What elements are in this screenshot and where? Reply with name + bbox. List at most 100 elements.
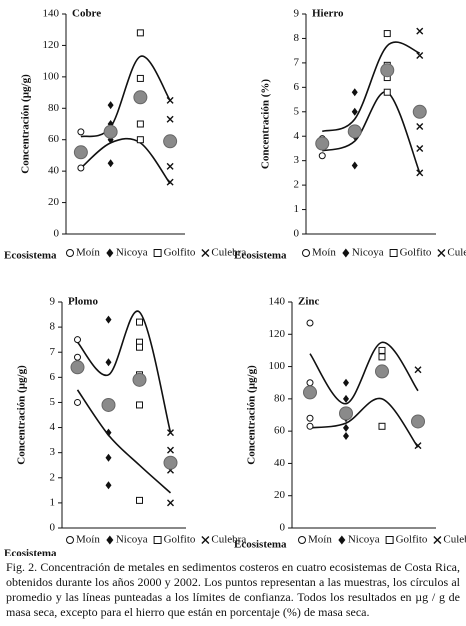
x-axis-label: Ecosistema [234, 250, 287, 262]
y-tick-label: 20 [48, 196, 60, 208]
y-tick-label: 1 [50, 496, 56, 508]
sample-marker [74, 398, 81, 406]
sample-marker [74, 336, 81, 344]
legend-label: Moín [76, 247, 100, 259]
sample-marker [338, 535, 346, 545]
sample-marker [201, 536, 210, 544]
sample-marker [136, 29, 144, 37]
legend-label: Golfito [164, 534, 196, 546]
sample-marker [136, 120, 144, 128]
mean-marker [101, 397, 116, 412]
sample-marker [136, 496, 143, 504]
y-tick-label: 100 [269, 360, 286, 372]
lower-confidence-line [322, 91, 421, 174]
legend-label: Moín [76, 534, 100, 546]
chart-title: Hierro [312, 8, 344, 20]
mean-marker [70, 360, 85, 375]
sample-marker [306, 422, 314, 430]
y-tick-label: 20 [274, 489, 286, 501]
y-tick-label: 120 [269, 328, 286, 340]
y-tick-label: 4 [294, 130, 300, 142]
sample-marker [389, 249, 398, 257]
sample-marker [166, 115, 174, 123]
y-tick-label: 5 [294, 105, 300, 117]
y-tick-label: 0 [50, 522, 56, 534]
mean-marker [163, 455, 178, 470]
sample-marker [66, 249, 74, 257]
sample-marker [343, 423, 349, 432]
y-tick-label: 7 [294, 56, 300, 68]
sample-marker [343, 431, 349, 440]
sample-marker [306, 379, 314, 387]
sample-marker [433, 536, 442, 544]
sample-marker [306, 319, 314, 327]
upper-confidence-line [321, 41, 421, 133]
sample-marker [167, 446, 174, 454]
sample-marker [106, 248, 114, 258]
sample-marker [378, 422, 386, 430]
sample-marker [201, 249, 210, 257]
sample-marker [105, 481, 112, 490]
sample-marker [383, 88, 391, 96]
mean-marker [303, 385, 317, 400]
y-axis-label: Concentración (µg/g) [16, 365, 28, 465]
caption: Fig. 2. Concentración de metales en sedi… [6, 560, 460, 619]
sample-marker [414, 366, 422, 374]
y-tick-label: 9 [50, 296, 56, 308]
sample-marker [167, 429, 174, 437]
sample-marker [66, 536, 74, 544]
y-tick-label: 8 [50, 321, 56, 333]
sample-marker [77, 128, 85, 136]
sample-marker [166, 96, 174, 104]
sample-marker [416, 52, 424, 60]
legend-label: Culebra [211, 534, 246, 546]
y-tick-label: 0 [294, 228, 300, 240]
sample-marker [105, 358, 112, 367]
sample-marker [342, 248, 350, 258]
sample-marker [77, 164, 85, 172]
lower-confidence-line [76, 389, 172, 494]
mean-marker [163, 134, 178, 149]
legend-label: Nicoya [116, 534, 148, 546]
mean-marker [73, 145, 88, 160]
y-tick-label: 140 [43, 8, 60, 20]
sample-marker [105, 315, 112, 324]
x-axis-label: Ecosistema [234, 539, 287, 551]
sample-marker [298, 536, 306, 544]
legend-label: Culebra [443, 534, 466, 546]
sample-marker [136, 343, 143, 351]
sample-marker [437, 249, 446, 257]
sample-marker [136, 401, 143, 409]
mean-marker [315, 136, 330, 151]
chart-title: Plomo [68, 296, 98, 308]
y-axis-label: Concentración (%) [260, 79, 272, 169]
sample-marker [306, 414, 314, 422]
legend-label: Culebra [447, 247, 466, 259]
y-tick-label: 80 [48, 102, 60, 114]
x-axis-label: Ecosistema [4, 548, 57, 556]
y-tick-label: 60 [48, 133, 60, 145]
sample-marker [383, 30, 391, 38]
y-tick-label: 3 [50, 446, 56, 458]
legend-label: Moín [312, 247, 336, 259]
y-tick-label: 9 [294, 8, 300, 20]
sample-marker [416, 122, 424, 130]
legend-label: Golfito [396, 534, 428, 546]
legend-label: Culebra [211, 247, 246, 259]
sample-marker [416, 27, 424, 35]
y-tick-label: 6 [294, 81, 300, 93]
sample-marker [105, 453, 112, 462]
sample-marker [136, 136, 144, 144]
chart-title: Cobre [72, 8, 101, 20]
upper-confidence-line [80, 55, 171, 138]
lower-confidence-line [309, 397, 419, 448]
lower-confidence-line [80, 137, 171, 185]
mean-marker [347, 124, 362, 139]
sample-marker [416, 144, 424, 152]
legend-label: Moín [308, 534, 332, 546]
x-axis-label: Ecosistema [4, 250, 57, 262]
sample-marker [153, 536, 162, 544]
sample-marker [351, 161, 358, 170]
y-tick-label: 40 [274, 457, 286, 469]
legend-label: Golfito [400, 247, 432, 259]
